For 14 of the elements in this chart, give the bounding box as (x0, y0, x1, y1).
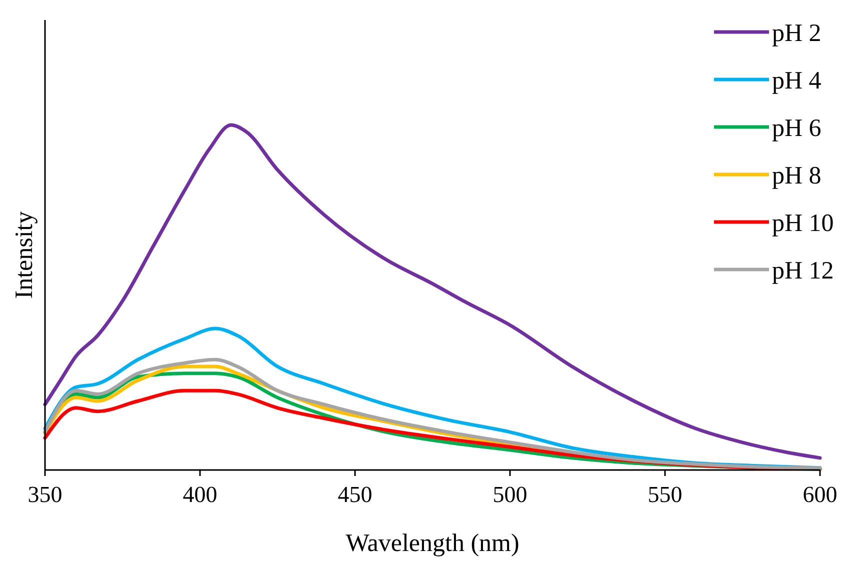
x-tick-label: 400 (182, 482, 218, 507)
x-tick-label: 450 (338, 482, 372, 507)
legend-label: pH 2 (772, 20, 822, 47)
legend-label: pH 10 (772, 210, 834, 237)
x-tick-label: 600 (802, 482, 838, 507)
y-axis-title: Intensity (11, 210, 38, 299)
x-tick-label: 550 (648, 482, 682, 507)
x-tick-label: 350 (28, 482, 62, 507)
legend-label: pH 12 (772, 257, 834, 284)
legend-label: pH 8 (772, 162, 822, 190)
x-tick-label: 500 (492, 482, 528, 507)
x-axis-title: Wavelength (nm) (346, 530, 520, 557)
legend-label: pH 6 (772, 114, 822, 142)
legend-label: pH 4 (772, 67, 822, 94)
